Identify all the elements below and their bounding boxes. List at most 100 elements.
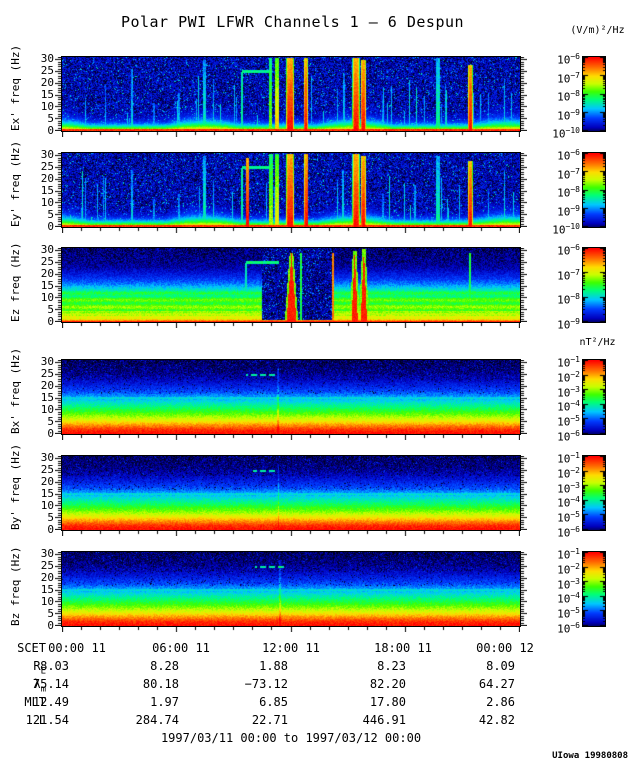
- yticks-right-bz: [521, 552, 527, 626]
- ytick-bx-0: 0: [47, 427, 54, 440]
- ephemeris-row-label-SCET: SCET: [17, 641, 46, 655]
- ylabel-ez: Ez freq (Hz): [9, 242, 22, 322]
- colorbar-label-ez-3: 10−9: [557, 317, 580, 332]
- spectrogram-by-canvas: [61, 455, 521, 531]
- colorbar-label-bz-4: 10−5: [557, 606, 580, 621]
- ytick-ex-25: 25: [40, 64, 54, 78]
- ytick-by-25: 25: [40, 463, 54, 477]
- ytick-by-15: 15: [40, 487, 54, 501]
- ytick-bx-30: 30: [40, 355, 54, 369]
- colorbar-label-ex-0: 10−6: [557, 52, 580, 67]
- ephemeris-cell-L-0: 121.54: [25, 713, 69, 727]
- colorbar-ex: [582, 56, 606, 132]
- colorbar-label-ey-4: 10−10: [552, 222, 580, 237]
- yticks-left-by: [55, 456, 61, 530]
- ephemeris-cell-λ-0: 75.14: [32, 677, 69, 691]
- yticks-left-bz: [55, 552, 61, 626]
- ytick-ey-5: 5: [47, 208, 54, 222]
- ytick-bx-5: 5: [47, 415, 54, 429]
- ephemeris-cell-SCET-2: 12:00 11: [262, 641, 320, 655]
- colorbar-label-bx-1: 10−2: [557, 369, 580, 385]
- ytick-ey-25: 25: [40, 160, 54, 174]
- colorbar-bz: [582, 551, 606, 627]
- ytick-bx-15: 15: [40, 391, 54, 405]
- ephemeris-row-label-R: RE: [33, 659, 46, 677]
- magnetic-units-label: nT²/Hz: [579, 337, 616, 348]
- ytick-by-20: 20: [40, 475, 54, 489]
- xticks-bz: [62, 627, 520, 632]
- ephemeris-cell-MLT-0: 12.49: [32, 695, 69, 709]
- ytick-bz-30: 30: [40, 547, 54, 561]
- colorbar-label-by-1: 10−2: [557, 465, 580, 481]
- ephemeris-cell-R-3: 8.23: [377, 659, 406, 673]
- ephemeris-cell-MLT-2: 6.85: [259, 695, 288, 709]
- ytick-ey-0: 0: [47, 220, 54, 233]
- colorbar-label-bx-3: 10−4: [557, 399, 580, 415]
- colorbar-label-ey-0: 10−6: [557, 148, 580, 163]
- colorbar-label-ez-1: 10−7: [557, 267, 580, 283]
- ephemeris-cell-MLT-3: 17.80: [369, 695, 406, 709]
- ephemeris-cell-R-2: 1.88: [259, 659, 288, 673]
- colorbar-ez: [582, 247, 606, 323]
- ytick-bx-10: 10: [40, 403, 54, 417]
- colorbar-label-bz-3: 10−4: [557, 591, 580, 607]
- ephemeris-row-label-MLT: MLT: [24, 695, 46, 709]
- ephemeris-cell-L-4: 42.82: [478, 713, 515, 727]
- ephemeris-cell-SCET-4: 00:00 12: [476, 641, 534, 655]
- ytick-ex-5: 5: [47, 112, 54, 126]
- ytick-bx-25: 25: [40, 367, 54, 381]
- ylabel-ey: Ey' freq (Hz): [9, 140, 22, 227]
- colorbar-label-ey-2: 10−8: [557, 185, 580, 200]
- ytick-ex-10: 10: [40, 100, 54, 114]
- colorbar-label-bz-2: 10−3: [557, 576, 580, 592]
- ytick-ex-0: 0: [47, 124, 54, 137]
- colorbar-label-by-4: 10−5: [557, 510, 580, 525]
- credit-label: UIowa 19980808: [552, 751, 628, 761]
- chart-title: Polar PWI LFWR Channels 1 — 6 Despun: [120, 13, 465, 31]
- yticks-right-by: [521, 456, 527, 530]
- colorbar-by: [582, 455, 606, 531]
- ytick-bz-0: 0: [47, 619, 54, 632]
- yticks-right-ex: [521, 57, 527, 131]
- ytick-ez-15: 15: [40, 279, 54, 293]
- ytick-by-30: 30: [40, 451, 54, 465]
- colorbar-label-bz-0: 10−1: [557, 547, 580, 562]
- colorbar-label-ex-3: 10−9: [557, 107, 580, 123]
- ytick-bz-5: 5: [47, 607, 54, 621]
- spectrogram-ez-canvas: [61, 247, 521, 323]
- ephemeris-cell-R-0: 8.03: [40, 659, 69, 673]
- ephemeris-row-label-L: L: [38, 713, 46, 727]
- ytick-ex-30: 30: [40, 52, 54, 66]
- ytick-bz-15: 15: [40, 583, 54, 597]
- ytick-ey-20: 20: [40, 172, 54, 186]
- date-range-label: 1997/03/11 00:00 to 1997/03/12 00:00: [160, 731, 422, 745]
- colorbar-label-by-3: 10−4: [557, 495, 580, 511]
- spectrogram-ex-canvas: [61, 56, 521, 132]
- ephemeris-cell-L-1: 284.74: [135, 713, 179, 727]
- ytick-ez-25: 25: [40, 255, 54, 269]
- spectrogram-ey-canvas: [61, 152, 521, 228]
- yticks-left-bx: [55, 360, 61, 434]
- colorbar-label-ex-4: 10−10: [552, 126, 580, 141]
- ytick-ez-20: 20: [40, 267, 54, 281]
- colorbar-bx: [582, 359, 606, 435]
- spectrogram-bz-canvas: [61, 551, 521, 627]
- ylabel-by: By' freq (Hz): [9, 443, 22, 530]
- colorbar-label-by-5: 10−6: [557, 525, 580, 540]
- ytick-bz-25: 25: [40, 559, 54, 573]
- ephemeris-cell-MLT-4: 2.86: [486, 695, 515, 709]
- ephemeris-cell-MLT-1: 1.97: [150, 695, 179, 709]
- colorbar-label-bz-1: 10−2: [557, 561, 580, 577]
- ephemeris-cell-R-1: 8.28: [150, 659, 179, 673]
- ytick-ez-0: 0: [47, 315, 54, 328]
- xticks-by: [62, 531, 520, 536]
- ephemeris-cell-SCET-0: 00:00 11: [48, 641, 106, 655]
- yticks-right-ez: [521, 248, 527, 322]
- yticks-right-ey: [521, 153, 527, 227]
- ytick-ex-15: 15: [40, 88, 54, 102]
- colorbar-label-ey-3: 10−9: [557, 203, 580, 219]
- yticks-left-ex: [55, 57, 61, 131]
- ephemeris-cell-λ-4: 64.27: [478, 677, 515, 691]
- spectrogram-bx-canvas: [61, 359, 521, 435]
